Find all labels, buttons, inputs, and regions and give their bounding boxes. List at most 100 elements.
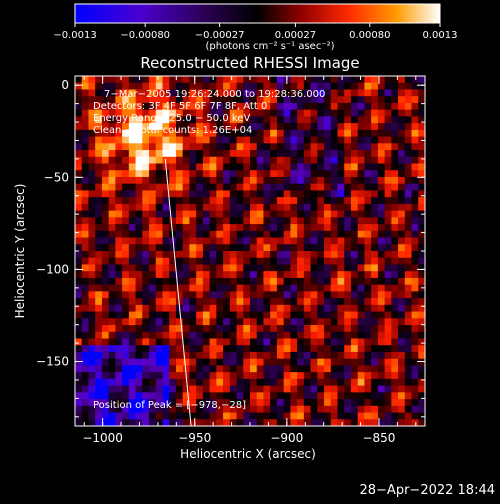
heatmap-cell — [384, 304, 392, 312]
heatmap-cell — [75, 129, 83, 137]
heatmap-cell — [169, 325, 177, 333]
heatmap-cell — [169, 143, 177, 151]
heatmap-cell — [128, 264, 136, 272]
heatmap-cell — [398, 325, 406, 333]
heatmap-cell — [75, 325, 83, 333]
heatmap-cell — [209, 102, 217, 111]
heatmap-cell — [310, 304, 318, 312]
heatmap-cell — [411, 163, 419, 171]
heatmap-cell — [324, 405, 332, 413]
heatmap-cell — [344, 298, 352, 306]
heatmap-cell — [377, 298, 386, 306]
heatmap-cell — [155, 304, 163, 312]
heatmap-cell — [209, 150, 217, 158]
heatmap-cell — [175, 89, 184, 97]
heatmap-cell — [142, 136, 150, 144]
heatmap-cell — [357, 291, 365, 299]
heatmap-cell — [189, 298, 197, 306]
heatmap-cell — [330, 291, 338, 299]
heatmap-cell — [202, 203, 211, 212]
heatmap-cell — [115, 399, 123, 407]
heatmap-cell — [135, 224, 143, 232]
heatmap-cell — [175, 217, 184, 225]
heatmap-cell — [404, 190, 412, 198]
heatmap-cell — [236, 129, 244, 137]
heatmap-cell — [303, 109, 311, 117]
heatmap-cell — [377, 304, 386, 312]
heatmap-cell — [357, 217, 365, 225]
heatmap-cell — [216, 338, 224, 346]
heatmap-cell — [81, 358, 89, 366]
heatmap-cell — [391, 251, 399, 259]
heatmap-cell — [384, 163, 392, 171]
heatmap-cell — [411, 170, 419, 178]
heatmap-cell — [404, 311, 412, 319]
heatmap-cell — [398, 298, 406, 306]
heatmap-cell — [290, 109, 298, 117]
heatmap-cell — [404, 365, 412, 373]
heatmap-cell — [303, 378, 311, 387]
heatmap-cell — [398, 116, 406, 124]
heatmap-cell — [377, 116, 386, 124]
heatmap-cell — [384, 257, 392, 265]
heatmap-cell — [169, 163, 177, 171]
heatmap-cell — [290, 271, 298, 279]
heatmap-cell — [196, 129, 204, 137]
heatmap-cell — [404, 385, 412, 393]
heatmap-cell — [256, 331, 264, 339]
heatmap-cell — [398, 76, 406, 84]
heatmap-cell — [216, 129, 224, 137]
heatmap-cell — [398, 304, 406, 312]
heatmap-cell — [330, 399, 338, 407]
heatmap-cell — [344, 217, 352, 225]
heatmap-cell — [350, 150, 359, 158]
heatmap-cell — [81, 405, 89, 413]
heatmap-cell — [149, 224, 157, 232]
heatmap-cell — [310, 176, 318, 185]
heatmap-cell — [317, 264, 325, 272]
heatmap-cell — [189, 264, 197, 272]
heatmap-cell — [142, 176, 150, 185]
heatmap-cell — [357, 136, 365, 144]
heatmap-cell — [391, 378, 399, 387]
heatmap-cell — [81, 150, 89, 158]
heatmap-cell — [229, 277, 237, 286]
heatmap-cell — [371, 399, 379, 407]
heatmap-cell — [128, 351, 136, 360]
heatmap-cell — [364, 197, 372, 205]
heatmap-cell — [418, 291, 425, 299]
heatmap-cell — [330, 264, 338, 272]
heatmap-cell — [81, 291, 89, 299]
heatmap-cell — [216, 405, 224, 413]
heatmap-cell — [398, 251, 406, 259]
heatmap-cell — [297, 298, 305, 306]
heatmap-cell — [256, 102, 264, 111]
heatmap-cell — [303, 210, 311, 218]
heatmap-cell — [142, 257, 150, 265]
heatmap-cell — [189, 109, 197, 117]
heatmap-cell — [384, 203, 392, 212]
heatmap-cell — [317, 190, 325, 198]
heatmap-cell — [81, 89, 89, 97]
heatmap-cell — [155, 277, 163, 286]
heatmap-cell — [223, 224, 231, 232]
heatmap-cell — [290, 203, 298, 212]
heatmap-cell — [122, 123, 130, 131]
heatmap-cell — [256, 392, 264, 400]
heatmap-cell — [377, 338, 386, 346]
heatmap-cell — [384, 358, 392, 366]
heatmap-cell — [175, 271, 184, 279]
heatmap-cell — [371, 89, 379, 97]
heatmap-cell — [216, 197, 224, 205]
heatmap-cell — [384, 143, 392, 151]
heatmap-cell — [128, 399, 136, 407]
heatmap-cell — [324, 82, 332, 90]
heatmap-cell — [391, 412, 399, 420]
heatmap-cell — [317, 102, 325, 111]
heatmap-cell — [243, 338, 251, 346]
heatmap-cell — [189, 143, 197, 151]
heatmap-cell — [202, 311, 211, 319]
heatmap-cell — [398, 150, 406, 158]
heatmap-cell — [377, 378, 386, 387]
heatmap-cell — [310, 136, 318, 144]
